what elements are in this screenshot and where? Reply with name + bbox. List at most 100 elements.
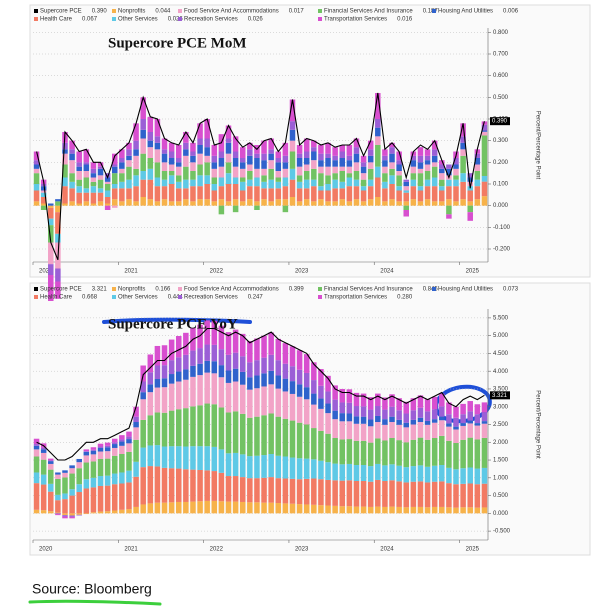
bar-segment <box>474 179 481 187</box>
bar-segment <box>481 483 488 508</box>
bar-segment <box>48 275 54 301</box>
bar-segment <box>232 329 239 353</box>
bar-segment <box>225 370 232 383</box>
bar-segment <box>140 138 146 154</box>
bar-segment <box>225 412 232 454</box>
bar-segment <box>218 407 225 450</box>
bar-segment <box>367 179 374 187</box>
bar-segment <box>154 186 161 202</box>
bar-segment <box>403 201 409 206</box>
bar-segment <box>232 501 239 514</box>
bar-segment <box>119 453 125 473</box>
bar-segment <box>346 402 353 414</box>
bar-segment <box>282 177 289 187</box>
bar-segment <box>346 155 353 161</box>
bar-segment <box>375 463 381 480</box>
line <box>36 327 485 461</box>
y-tick-label: 3.500 <box>493 387 509 393</box>
panel <box>29 4 591 278</box>
bar-segment <box>40 510 47 514</box>
bar-segment <box>289 478 296 504</box>
bar-segment <box>353 481 360 507</box>
bar-segment <box>268 188 274 202</box>
bar-segment <box>424 155 431 161</box>
bar-segment <box>460 483 466 508</box>
bar-segment <box>325 479 331 506</box>
bar-segment <box>318 479 324 506</box>
legend-swatch <box>318 17 322 21</box>
bar-segment <box>225 501 232 514</box>
bar-segment <box>375 479 381 507</box>
bar-segment <box>133 506 139 514</box>
legend-value: 0.016 <box>397 17 413 23</box>
bar-segment <box>140 171 146 180</box>
bar-segment <box>97 166 104 169</box>
legend-value: 0.073 <box>503 287 519 293</box>
bar-segment <box>353 138 360 148</box>
bar-segment <box>282 205 289 213</box>
bar-segment <box>325 391 331 404</box>
bar-segment <box>410 424 417 440</box>
bar-segment <box>289 151 296 169</box>
bar-segment <box>140 447 146 468</box>
bar-segment <box>367 155 374 163</box>
bar-segment <box>346 480 353 507</box>
bar-segment <box>453 175 459 180</box>
bar-segment <box>232 476 239 502</box>
bar-segment <box>133 439 139 462</box>
bar-segment <box>211 162 218 169</box>
bar-segment <box>183 179 189 189</box>
bar-segment <box>467 423 473 438</box>
bar-segment <box>289 121 296 130</box>
bar-segment <box>275 503 282 514</box>
bar-segment <box>232 352 239 369</box>
bar-segment <box>133 168 139 176</box>
y-tick-label: 1.500 <box>493 458 509 464</box>
bar-segment <box>204 320 210 345</box>
legend-label: Transportation Services <box>324 295 387 301</box>
bar-segment <box>175 468 182 502</box>
bar-segment <box>254 388 260 417</box>
bar-segment <box>190 406 196 447</box>
legend-label: Food Service And Accommodations <box>184 9 279 15</box>
bar-segment <box>474 468 481 485</box>
bar-segment <box>382 481 388 507</box>
bar-segment <box>33 173 40 184</box>
legend-label: Financial Services And Insurance <box>324 287 413 293</box>
bar-segment <box>325 153 331 158</box>
bar-segment <box>296 166 303 176</box>
bar-segment <box>147 372 154 385</box>
bar-segment <box>303 188 310 200</box>
bar-segment <box>282 503 289 514</box>
bar-segment <box>90 162 97 169</box>
bar-segment <box>382 201 388 206</box>
bar-segment <box>339 199 346 206</box>
bar-segment <box>424 482 431 508</box>
bar-segment <box>289 457 296 479</box>
bar-segment <box>375 93 381 119</box>
bar-segment <box>183 155 189 167</box>
bar-segment <box>268 502 274 514</box>
bar-segment <box>104 173 111 178</box>
bar-segment <box>48 463 54 470</box>
bar-segment <box>311 459 317 479</box>
bar-segment <box>382 188 388 202</box>
bar-segment <box>133 416 139 423</box>
bar-segment <box>140 365 146 382</box>
bar-segment <box>76 468 82 485</box>
bar-segment <box>239 201 246 206</box>
bar-segment <box>367 186 374 200</box>
bar-segment <box>403 422 409 428</box>
bar-segment <box>446 507 452 514</box>
bar-segment <box>424 411 431 421</box>
bar-segment <box>76 458 82 463</box>
bar-segment <box>403 507 409 514</box>
bar-segment <box>254 416 260 456</box>
bar-segment <box>55 474 61 479</box>
bar-segment <box>211 190 218 202</box>
bar-segment <box>424 171 431 180</box>
x-tick-label: 2022 <box>210 269 224 275</box>
legend-swatch <box>432 9 436 13</box>
bar-segment <box>417 481 424 507</box>
bar-segment <box>175 201 182 206</box>
